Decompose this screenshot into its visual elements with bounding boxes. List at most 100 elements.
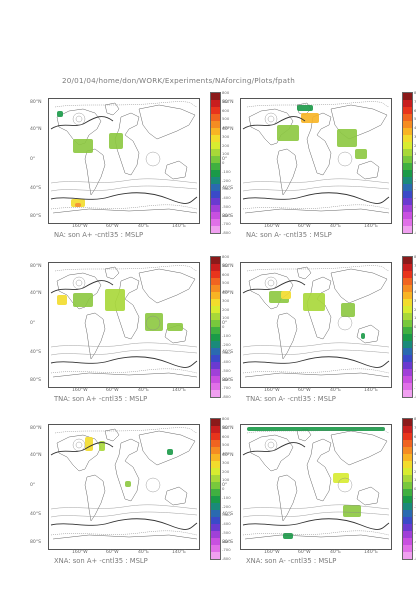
plot-path-header: 20/01/04/home/don/WORK/Experiments/NAfor… [62, 76, 296, 85]
colorbar-label: -100 [222, 494, 231, 500]
colorbar-label: -800 [222, 394, 231, 399]
colorbar-swatch [211, 114, 220, 121]
colorbar-swatch [211, 299, 220, 306]
colorbar-swatch [403, 489, 412, 496]
anomaly-patch [281, 291, 291, 299]
colorbar-label: 300 [222, 133, 230, 139]
colorbar-swatch [211, 198, 220, 205]
colorbar-swatch [403, 440, 412, 447]
colorbar-swatch [403, 128, 412, 135]
colorbar-label: -700 [222, 547, 231, 553]
colorbar-label: -600 [414, 212, 416, 218]
colorbar-swatch [403, 299, 412, 306]
lon-label: 160°W [72, 550, 88, 555]
lat-label: 40°S [30, 512, 42, 517]
colorbar-label: -400 [222, 521, 231, 526]
lat-label: 0° [222, 157, 228, 162]
colorbar-label: -600 [414, 538, 416, 544]
anomaly-patch [301, 113, 319, 123]
colorbar-swatch [403, 545, 412, 552]
colorbar-swatch [211, 489, 220, 496]
colorbar-label: 600 [414, 107, 416, 113]
colorbar-label: -600 [222, 538, 231, 544]
colorbar-swatch [211, 545, 220, 552]
colorbar-swatch [211, 496, 220, 503]
lon-label: 60°W [298, 388, 311, 393]
lon-label: 60°W [298, 224, 311, 229]
colorbar-label: 600 [222, 433, 230, 439]
colorbar-label: 700 [222, 262, 230, 268]
colorbar-swatch [403, 454, 412, 461]
lat-label: 80°S [30, 540, 42, 545]
colorbar-swatch [211, 128, 220, 135]
panel-title: NA: son A+ -cntl35 : MSLP [54, 231, 144, 239]
lat-label: 0° [222, 321, 228, 326]
colorbar-swatch [403, 93, 412, 100]
colorbar-swatch [403, 348, 412, 355]
colorbar-swatch [211, 292, 220, 299]
anomaly-patch [355, 149, 367, 159]
colorbar-swatch [211, 149, 220, 156]
anomaly-patch [167, 449, 173, 455]
colorbar-swatch [211, 524, 220, 531]
colorbar-label: 100 [222, 151, 230, 157]
colorbar-label: 800 [414, 90, 416, 95]
lat-label: 0° [30, 483, 36, 488]
contour-map [50, 265, 198, 378]
contour-map [50, 101, 198, 214]
colorbar-swatch [211, 369, 220, 376]
colorbar-swatch [211, 447, 220, 454]
colorbar-label: -600 [222, 212, 231, 218]
colorbar [402, 256, 413, 398]
colorbar-swatch [211, 461, 220, 468]
colorbar-swatch [403, 142, 412, 149]
colorbar [210, 92, 221, 234]
colorbar-label: 0 [222, 486, 225, 491]
colorbar-swatch [211, 355, 220, 362]
colorbar-swatch [211, 264, 220, 271]
panel-title: TNA: son A- -cntl35 : MSLP [246, 395, 336, 403]
colorbar-swatch [403, 320, 412, 327]
colorbar-label: -300 [414, 350, 416, 356]
colorbar-swatch [403, 496, 412, 503]
colorbar-swatch [403, 285, 412, 292]
colorbar-label: -400 [414, 521, 416, 526]
lat-label: 0° [222, 483, 228, 488]
colorbar-swatch [211, 531, 220, 538]
colorbar-swatch [211, 212, 220, 219]
colorbar-label: -200 [414, 341, 416, 347]
colorbar-label: 200 [222, 468, 230, 474]
colorbar-label: 400 [414, 125, 416, 130]
anomaly-patch [337, 129, 357, 147]
lat-label: 80°N [222, 100, 234, 105]
colorbar-swatch [211, 517, 220, 524]
colorbar-label: -800 [222, 556, 231, 561]
colorbar-swatch [403, 271, 412, 278]
colorbar-swatch [403, 531, 412, 538]
colorbar [210, 418, 221, 560]
colorbar-label: 300 [414, 459, 416, 465]
colorbar-label: 100 [414, 315, 416, 321]
colorbar-label: 600 [222, 107, 230, 113]
colorbar-swatch [403, 198, 412, 205]
colorbar-swatch [403, 341, 412, 348]
colorbar-label: -700 [414, 385, 416, 391]
colorbar-label: 700 [222, 424, 230, 430]
lon-label: 40°E [330, 224, 342, 229]
colorbar-swatch [211, 184, 220, 191]
colorbar-swatch [403, 191, 412, 198]
map-frame [48, 98, 200, 224]
colorbar-label: 800 [222, 90, 230, 95]
colorbar-swatch [403, 390, 412, 397]
colorbar-swatch [403, 212, 412, 219]
colorbar-swatch [403, 475, 412, 482]
lon-label: 40°E [138, 388, 150, 393]
anomaly-patch [277, 125, 299, 141]
map-panel-5: 80°N 40°N 0° 40°S 80°S 160°W 60°W 40°E 1… [30, 410, 231, 572]
colorbar-label: 800 [414, 416, 416, 421]
colorbar-label: 400 [414, 451, 416, 456]
anomaly-patch [75, 203, 81, 207]
colorbar-swatch [211, 257, 220, 264]
lat-label: 40°N [222, 291, 234, 296]
colorbar-swatch [211, 219, 220, 226]
